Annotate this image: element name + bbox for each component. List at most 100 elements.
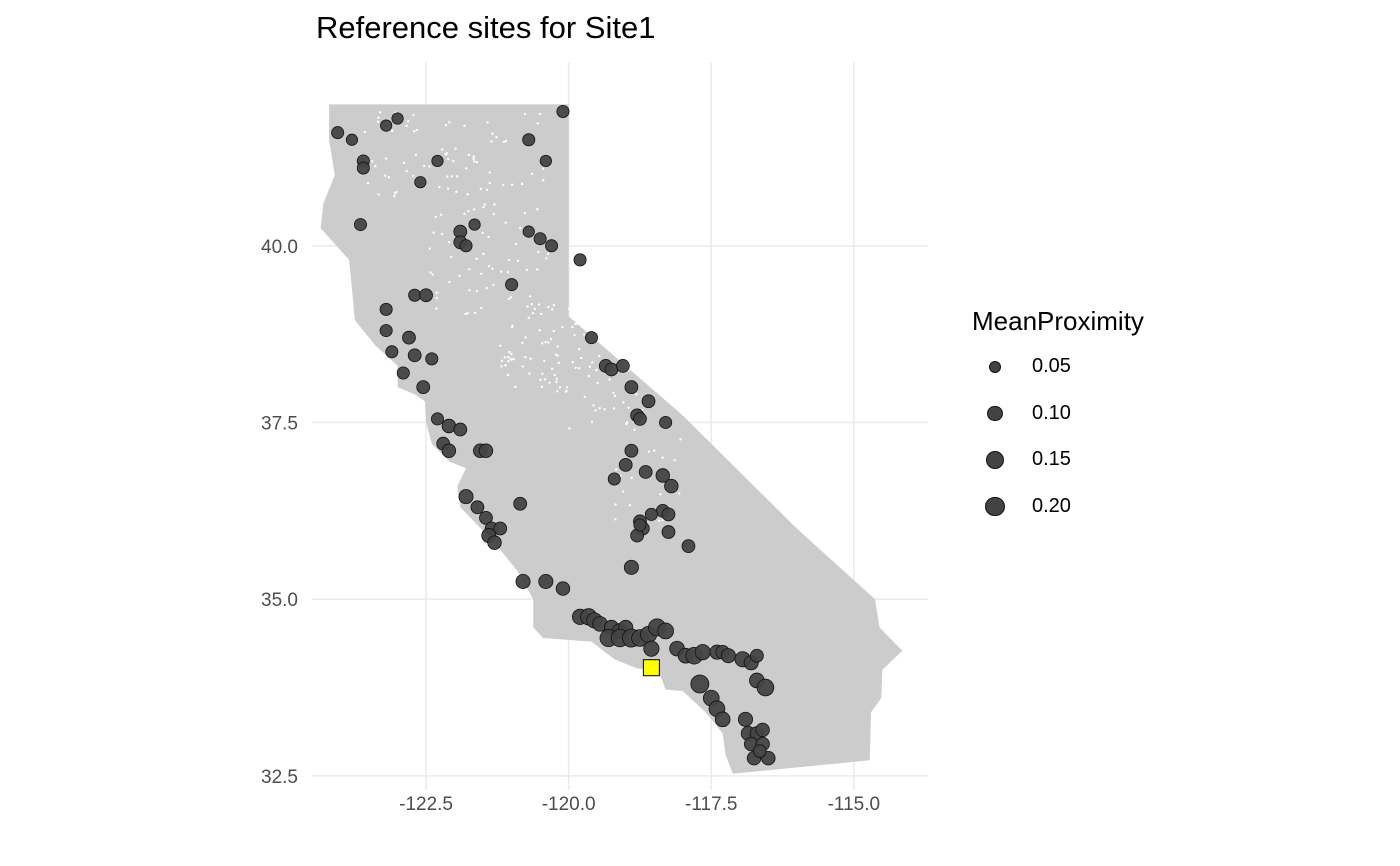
reference-site-point: [513, 496, 528, 511]
reference-site-point: [664, 478, 679, 494]
unselected-site-dot: [531, 311, 535, 315]
unselected-site-dot: [661, 456, 664, 459]
unselected-site-dot: [592, 404, 595, 407]
unselected-site-dot: [544, 340, 547, 344]
unselected-site-dot: [574, 322, 577, 326]
unselected-site-dot: [575, 301, 579, 304]
reference-site-point: [468, 218, 481, 231]
unselected-site-dot: [504, 221, 507, 224]
reference-site-point: [720, 648, 736, 664]
y-tick-label: 35.0: [261, 590, 298, 611]
unselected-site-dot: [625, 421, 629, 424]
unselected-site-dot: [538, 112, 542, 116]
reference-site-point: [624, 380, 639, 394]
unselected-site-dot: [492, 283, 495, 287]
unselected-site-dot: [525, 268, 528, 272]
unselected-site-dot: [551, 308, 554, 311]
reference-site-point: [623, 559, 639, 575]
reference-site-point: [556, 104, 570, 118]
unselected-site-dot: [574, 366, 577, 369]
unselected-site-dot: [492, 212, 496, 216]
unselected-site-dot: [455, 175, 459, 178]
unselected-site-dot: [644, 360, 647, 363]
unselected-site-dot: [435, 307, 438, 310]
unselected-site-dot: [533, 307, 536, 311]
reference-site-point: [470, 500, 485, 515]
unselected-site-dot: [412, 113, 415, 117]
unselected-site-dot: [473, 311, 477, 315]
reference-site-point: [493, 521, 508, 536]
unselected-site-dot: [485, 188, 489, 191]
unselected-site-dot: [483, 203, 486, 206]
x-tick-label: -117.5: [685, 794, 737, 815]
reference-site-point: [681, 539, 696, 554]
unselected-site-dot: [472, 157, 475, 161]
unselected-site-dot: [637, 371, 640, 374]
unselected-site-dot: [536, 268, 539, 271]
reference-site-point: [379, 324, 393, 338]
unselected-site-dot: [552, 329, 555, 333]
unselected-site-dot: [539, 378, 542, 382]
unselected-site-dot: [583, 395, 586, 398]
reference-site-point: [522, 133, 536, 147]
unselected-site-dot: [434, 215, 437, 219]
unselected-site-dot: [529, 295, 532, 298]
unselected-site-dot: [473, 160, 476, 163]
unselected-site-dot: [583, 333, 586, 336]
reference-site-point: [584, 331, 598, 345]
reference-site-point: [459, 239, 473, 253]
legend-label: 0.10: [1032, 401, 1071, 424]
unselected-site-dot: [536, 208, 539, 211]
unselected-site-dot: [573, 333, 576, 337]
reference-site-point: [641, 394, 656, 409]
reference-site-point: [755, 722, 770, 738]
unselected-site-dot: [371, 160, 374, 163]
unselected-site-dot: [529, 357, 532, 360]
unselected-site-dot: [528, 372, 531, 375]
unselected-site-dot: [608, 378, 611, 381]
unselected-site-dot: [444, 123, 448, 127]
reference-site-point: [644, 507, 658, 521]
unselected-site-dot: [454, 147, 457, 150]
unselected-site-dot: [413, 130, 416, 133]
unselected-site-dot: [524, 336, 527, 339]
reference-site-point: [458, 489, 474, 505]
unselected-site-dot: [556, 390, 559, 393]
unselected-site-dot: [472, 155, 476, 158]
unselected-site-dot: [647, 450, 651, 453]
unselected-site-dot: [523, 112, 527, 116]
unselected-site-dot: [561, 325, 564, 329]
legend-label: 0.20: [1032, 494, 1071, 517]
unselected-site-dot: [580, 356, 583, 360]
unselected-site-dot: [481, 231, 484, 235]
reference-site-point: [690, 674, 710, 694]
unselected-site-dot: [463, 124, 466, 128]
unselected-site-dot: [440, 232, 444, 236]
unselected-site-dot: [557, 361, 560, 365]
reference-site-point: [345, 133, 359, 146]
reference-site-point: [407, 348, 422, 363]
unselected-site-dot: [441, 148, 444, 151]
unselected-site-dot: [511, 325, 514, 329]
reference-site-point: [643, 640, 660, 657]
unselected-site-dot: [506, 270, 510, 274]
unselected-site-dot: [527, 316, 530, 320]
unselected-site-dot: [510, 183, 514, 186]
unselected-site-dot: [547, 341, 550, 344]
unselected-site-dot: [450, 175, 454, 178]
unselected-site-dot: [507, 258, 511, 262]
reference-site-point: [430, 412, 444, 426]
unselected-site-dot: [673, 459, 676, 462]
unselected-site-dot: [486, 121, 489, 124]
unselected-site-dot: [552, 304, 556, 307]
reference-site-point: [479, 511, 493, 525]
unselected-site-dot: [550, 367, 554, 371]
reference-site-point: [353, 218, 367, 232]
unselected-site-dot: [508, 350, 511, 354]
unselected-site-dot: [488, 181, 492, 185]
unselected-site-dot: [407, 120, 410, 123]
unselected-site-dot: [466, 312, 469, 315]
unselected-site-dot: [549, 337, 553, 341]
reference-site-point: [522, 225, 535, 238]
unselected-site-dot: [595, 368, 598, 372]
